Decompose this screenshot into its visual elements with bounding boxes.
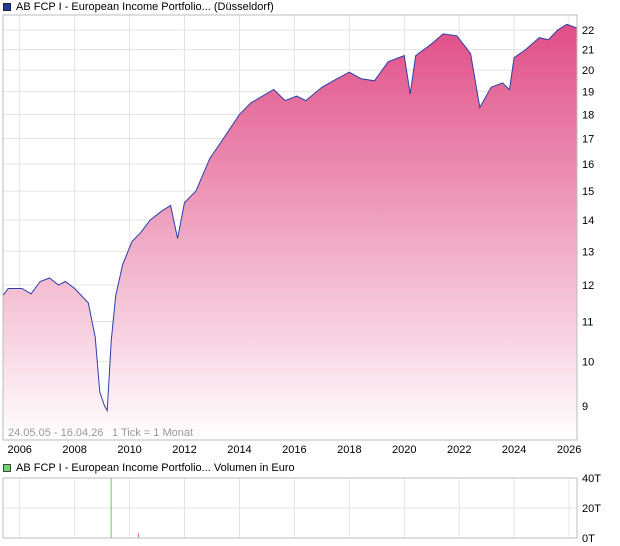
price-tick-label: 13	[582, 246, 594, 258]
price-tick-label: 21	[582, 45, 594, 57]
price-tick-label: 14	[582, 215, 594, 227]
tick-info-label: 1 Tick = 1 Monat	[112, 427, 193, 439]
price-tick-label: 9	[582, 401, 588, 413]
volume-bar	[110, 478, 112, 538]
date-range-label: 24.05.05 - 16.04.26	[8, 427, 103, 439]
time-tick-label: 2020	[392, 444, 416, 456]
time-tick-label: 2012	[172, 444, 196, 456]
time-tick-label: 2016	[282, 444, 306, 456]
price-tick-label: 12	[582, 280, 594, 292]
price-line	[2, 23, 578, 413]
volume-bar	[138, 533, 140, 538]
price-tick-label: 18	[582, 109, 594, 121]
main-chart-legend: AB FCP I - European Income Portfolio... …	[3, 0, 274, 14]
price-tick-label: 11	[582, 317, 593, 329]
time-tick-label: 2014	[227, 444, 251, 456]
main-legend-label: AB FCP I - European Income Portfolio... …	[16, 1, 274, 13]
price-tick-label: 19	[582, 87, 594, 99]
time-tick-label: 2026	[557, 444, 581, 456]
price-tick-label: 10	[582, 357, 594, 369]
volume-chart-legend: AB FCP I - European Income Portfolio... …	[3, 461, 295, 475]
volume-tick-label: 0T	[582, 533, 595, 545]
time-tick-label: 2010	[117, 444, 141, 456]
volume-chart-frame	[2, 477, 578, 539]
volume-y-axis: 0T 20T 40T	[582, 473, 601, 545]
price-tick-label: 22	[582, 25, 594, 37]
main-legend-swatch	[3, 3, 11, 11]
time-tick-label: 2024	[502, 444, 526, 456]
time-tick-label: 2006	[7, 444, 31, 456]
volume-tick-label: 20T	[582, 503, 601, 515]
volume-grid	[3, 477, 577, 539]
time-x-axis: 2006 2008 2010 2012 2014 2016 2018 2020 2022 2024…	[7, 444, 581, 456]
volume-tick-label: 40T	[582, 473, 601, 485]
time-tick-label: 2022	[447, 444, 471, 456]
price-tick-label: 15	[582, 186, 594, 198]
price-tick-label: 17	[582, 133, 594, 145]
price-area	[3, 24, 577, 441]
time-tick-label: 2018	[337, 444, 361, 456]
volume-bars	[110, 478, 140, 538]
volume-legend-swatch	[3, 464, 11, 472]
price-chart-frame	[2, 14, 578, 441]
price-y-axis: 9 10 11 12 13 14 15 16 17 18 19 20 21 22	[582, 25, 594, 413]
volume-legend-label: AB FCP I - European Income Portfolio... …	[16, 462, 295, 474]
price-tick-label: 16	[582, 159, 594, 171]
price-tick-label: 20	[582, 65, 594, 77]
time-tick-label: 2008	[62, 444, 86, 456]
